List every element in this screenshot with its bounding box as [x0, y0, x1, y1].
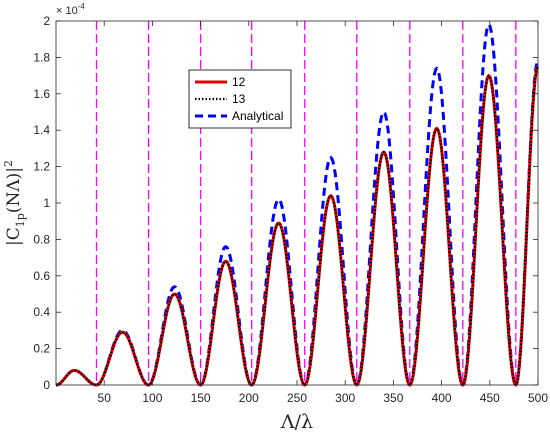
legend-label-12: 12 [232, 75, 246, 89]
x-tick-label: 100 [142, 391, 162, 405]
x-tick-label: 450 [480, 391, 500, 405]
y-tick-label: 1.8 [33, 50, 50, 64]
y-tick-label: 1.4 [33, 123, 50, 137]
y-label-mid: (NΛ)| [4, 167, 24, 213]
x-tick-label: 300 [335, 391, 355, 405]
y-label-subscript: 1p [14, 213, 27, 227]
legend-items: 12 13 Analytical [195, 75, 283, 123]
x-tick-label: 350 [383, 391, 403, 405]
y-multiplier-base: × 10 [56, 5, 78, 17]
x-tick-label: 400 [432, 391, 452, 405]
y-tick-label: 2 [43, 14, 50, 28]
y-multiplier: × 10-4 [56, 2, 85, 17]
y-tick-label: 1.6 [33, 87, 50, 101]
ticks: 50 100 150 200 250 300 350 400 450 500 0 0.2 0.4 0.6 0… [33, 14, 548, 405]
legend-label-13: 13 [232, 92, 246, 106]
x-tick-label: 500 [528, 391, 548, 405]
y-tick-label: 0.8 [33, 232, 50, 246]
legend: 12 13 Analytical [188, 69, 292, 129]
y-tick-label: 0.2 [33, 342, 50, 356]
x-tick-label: 200 [239, 391, 259, 405]
x-tick-label: 50 [98, 391, 112, 405]
y-label-superscript: 2 [2, 160, 15, 167]
x-tick-label: 250 [287, 391, 307, 405]
y-tick-label: 0.4 [33, 305, 50, 319]
plot-area [56, 21, 538, 385]
y-label-main: |C [4, 227, 24, 246]
x-tick-label: 150 [191, 391, 211, 405]
series-line-13 [55, 65, 539, 387]
y-tick-label: 1 [43, 196, 50, 210]
y-tick-label: 0 [43, 378, 50, 392]
y-tick-label: 0.6 [33, 269, 50, 283]
y-multiplier-exponent: -4 [78, 2, 86, 11]
x-axis-label: Λ/λ [280, 411, 313, 433]
series-layer [55, 23, 540, 387]
y-tick-label: 1.2 [33, 160, 50, 174]
y-axis-label: |C1p(NΛ)|2 [2, 160, 27, 246]
legend-label-analytical: Analytical [232, 109, 283, 123]
